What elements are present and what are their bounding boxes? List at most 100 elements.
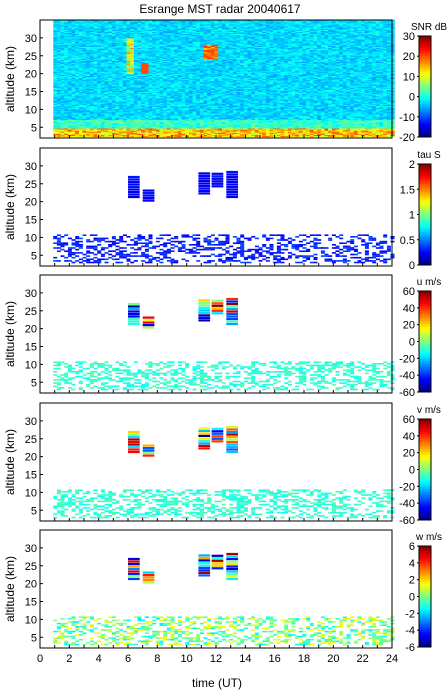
heatmap-cell <box>122 94 128 97</box>
heatmap-cell <box>75 90 80 92</box>
heatmap-cell <box>60 21 65 24</box>
heatmap-cell <box>185 135 190 138</box>
heatmap-cell <box>122 118 128 120</box>
heatmap-cell <box>56 63 62 66</box>
heatmap-cell <box>192 61 197 64</box>
heatmap-cell <box>137 43 142 45</box>
heatmap-cell <box>137 47 142 50</box>
heatmap-cell <box>188 39 194 41</box>
heatmap-cell <box>100 125 106 128</box>
heatmap-cell <box>203 120 208 123</box>
heatmap-cell <box>203 81 208 84</box>
heatmap-cell <box>188 135 194 138</box>
heatmap-cell <box>207 54 212 56</box>
heatmap-cell <box>188 72 194 74</box>
heatmap-cell <box>67 129 73 131</box>
heatmap-cell <box>199 123 205 126</box>
heatmap-cell <box>144 30 150 32</box>
heatmap-cell <box>122 21 128 24</box>
heatmap-cell <box>148 121 153 124</box>
heatmap-cell <box>199 25 205 27</box>
heatmap-cell <box>148 82 153 85</box>
heatmap-cell <box>196 134 201 136</box>
heatmap-cell <box>155 60 161 62</box>
heatmap-cell <box>159 113 164 115</box>
heatmap-cell <box>56 120 62 123</box>
heatmap-cell <box>166 96 172 99</box>
heatmap-cell <box>210 44 216 46</box>
heatmap-cell <box>199 91 205 94</box>
heatmap-cell <box>104 20 109 23</box>
heatmap-cell <box>53 117 58 119</box>
heatmap-cell <box>163 76 168 79</box>
heatmap-cell <box>78 92 84 95</box>
heatmap-cell <box>53 23 58 26</box>
heatmap-cell <box>174 72 179 74</box>
heatmap-cell <box>152 34 157 37</box>
heatmap-cell <box>82 94 87 97</box>
heatmap-cell <box>196 86 201 88</box>
heatmap-cell <box>141 41 146 43</box>
heatmap-cell <box>210 132 216 134</box>
heatmap-cell <box>192 126 197 129</box>
heatmap-cell <box>166 135 172 138</box>
heatmap-cell <box>130 63 135 66</box>
heatmap-cell <box>144 40 150 42</box>
heatmap-cell <box>64 61 69 64</box>
heatmap-cell <box>130 102 135 104</box>
heatmap-cell <box>141 88 146 90</box>
heatmap-cell <box>148 101 153 103</box>
heatmap-cell <box>100 120 106 123</box>
heatmap-cell <box>203 49 208 52</box>
heatmap-cell <box>108 59 113 61</box>
heatmap-cell <box>64 126 69 129</box>
heatmap-cell <box>174 59 179 61</box>
heatmap-cell <box>159 39 164 41</box>
heatmap-cell <box>155 35 161 38</box>
heatmap-cell <box>144 93 150 96</box>
heatmap-cell <box>207 132 212 134</box>
heatmap-cell <box>170 22 175 25</box>
heatmap-cell <box>71 20 76 23</box>
heatmap-cell <box>159 35 164 38</box>
heatmap-cell <box>104 126 109 129</box>
heatmap-cell <box>130 62 135 65</box>
heatmap-cell <box>166 25 172 27</box>
heatmap-cell <box>86 74 91 76</box>
heatmap-cell <box>148 80 153 83</box>
heatmap-cell <box>144 134 150 136</box>
heatmap-cell <box>155 106 161 109</box>
heatmap-cell <box>199 47 205 50</box>
heatmap-cell <box>196 90 201 92</box>
heatmap-cell <box>141 75 146 77</box>
heatmap-cell <box>192 32 197 35</box>
heatmap-cell <box>170 20 175 23</box>
heatmap-cell <box>86 62 91 65</box>
heatmap-cell <box>122 64 128 67</box>
heatmap-cell <box>214 93 219 96</box>
heatmap-cell <box>111 101 117 103</box>
heatmap-cell <box>170 87 175 89</box>
heatmap-cell <box>196 88 201 90</box>
heatmap-cell <box>207 106 212 109</box>
heatmap-cell <box>67 74 73 76</box>
heatmap-cell <box>159 95 164 98</box>
heatmap-cell <box>108 80 113 83</box>
heatmap-cell <box>144 34 150 37</box>
heatmap-cell <box>71 128 76 130</box>
heatmap-cell <box>155 44 161 46</box>
heatmap-cell <box>144 82 150 85</box>
heatmap-cell <box>174 81 179 84</box>
heatmap-cell <box>159 80 164 83</box>
heatmap-cell <box>56 106 62 109</box>
heatmap-cell <box>78 121 84 124</box>
heatmap-cell <box>192 116 197 118</box>
heatmap-cell <box>214 96 219 99</box>
heatmap-cell <box>60 71 65 73</box>
heatmap-cell <box>60 86 65 88</box>
heatmap-cell <box>192 123 197 126</box>
heatmap-cell <box>56 65 62 68</box>
heatmap-cell <box>174 121 179 124</box>
heatmap-cell <box>144 120 150 123</box>
heatmap-cell <box>60 98 65 100</box>
